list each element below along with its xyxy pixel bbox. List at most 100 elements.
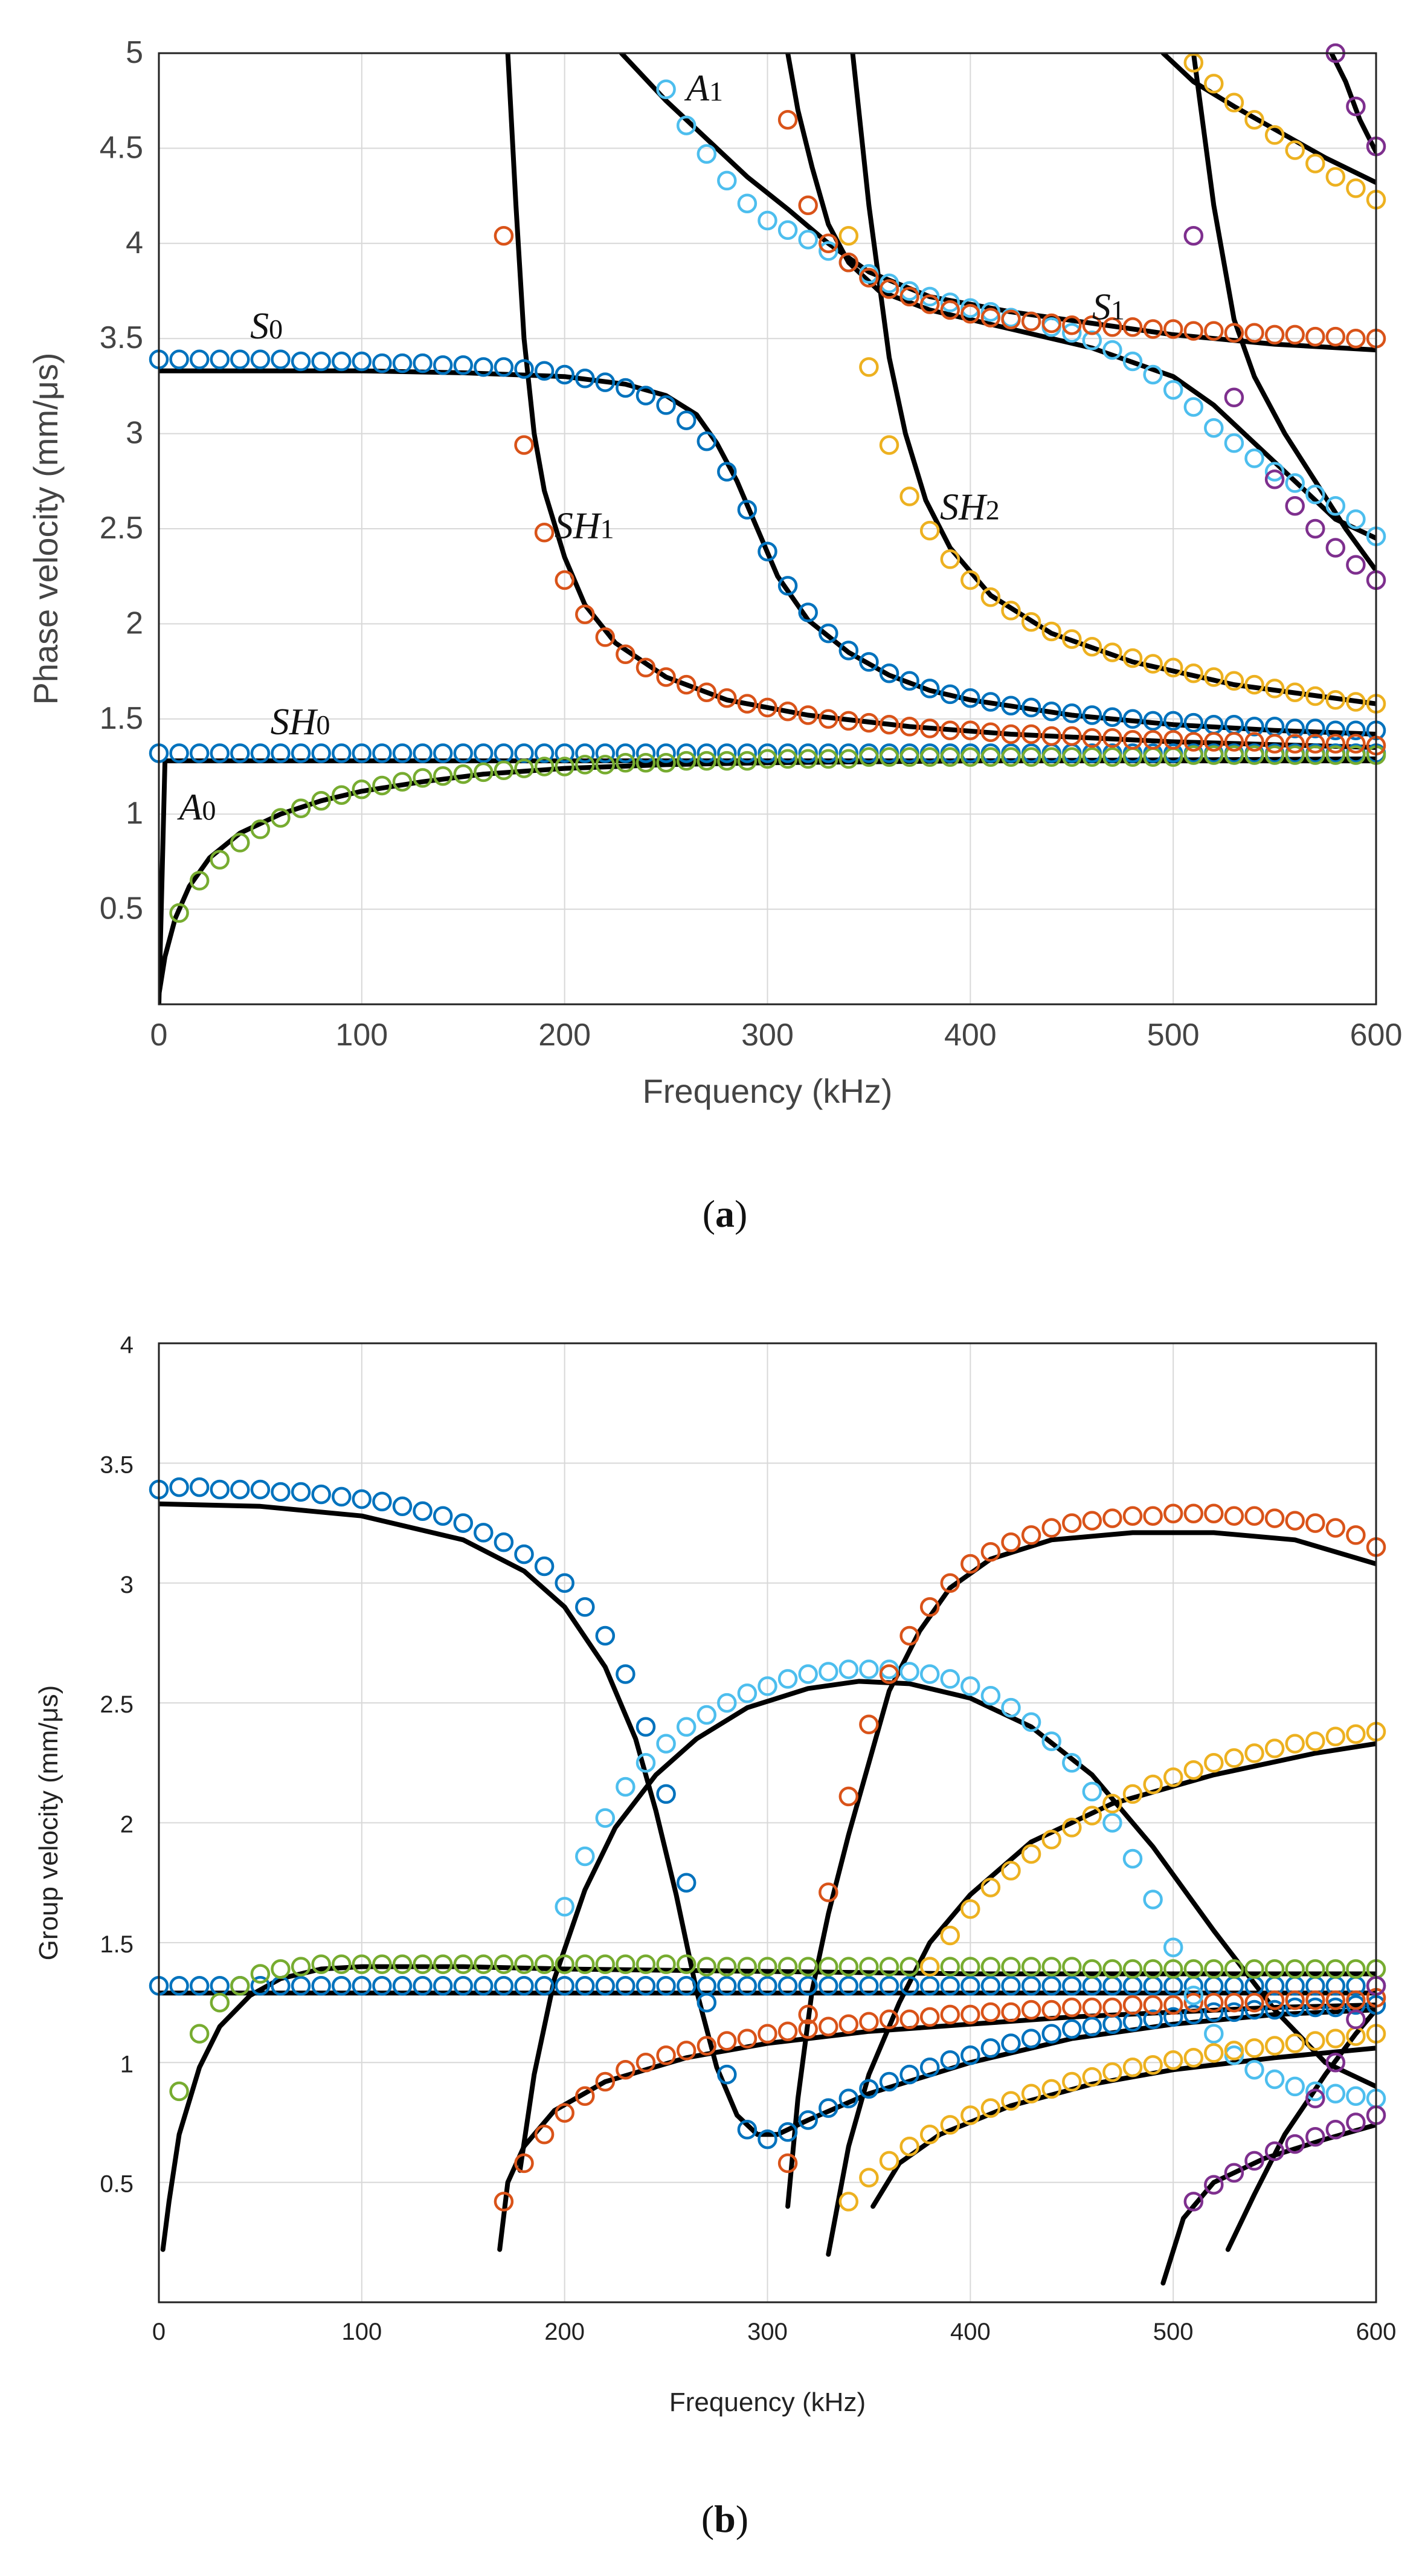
data-point — [1122, 1995, 1143, 2015]
data-point — [1305, 518, 1325, 539]
data-point — [919, 747, 940, 767]
data-point — [1183, 225, 1204, 246]
data-point — [271, 1482, 291, 1502]
data-point — [737, 2120, 758, 2140]
data-point — [494, 760, 514, 781]
mode-label-a1: A1 — [684, 68, 723, 109]
data-point — [737, 751, 758, 771]
data-point — [940, 1669, 960, 1689]
data-point — [838, 641, 859, 660]
data-point — [758, 1957, 777, 1977]
data-point — [879, 1976, 899, 1996]
data-point — [798, 2110, 818, 2130]
data-point — [1264, 125, 1285, 145]
data-point — [1183, 2192, 1204, 2212]
data-point — [777, 220, 798, 240]
data-point — [879, 2009, 899, 2030]
data-point — [737, 500, 758, 520]
data-point — [1062, 747, 1082, 767]
data-point — [859, 357, 879, 377]
data-point — [555, 1897, 574, 1917]
data-point — [1122, 730, 1143, 750]
data-point — [1305, 326, 1325, 347]
data-point — [1183, 1760, 1204, 1780]
data-point — [798, 705, 818, 725]
series-s1-measured — [777, 1503, 1386, 2174]
data-point — [1102, 747, 1122, 767]
data-point — [1143, 1959, 1163, 1979]
data-point — [859, 652, 879, 672]
data-point — [332, 1976, 352, 1996]
y-tick-label: 3 — [120, 1572, 134, 1598]
data-point — [1183, 1959, 1204, 1979]
data-point — [1001, 1532, 1021, 1552]
data-point — [1021, 311, 1041, 332]
data-point — [879, 714, 899, 735]
data-point — [1143, 654, 1163, 674]
data-point — [616, 378, 635, 398]
data-point — [372, 1954, 392, 1974]
data-point — [1325, 2084, 1346, 2104]
data-point — [656, 1784, 676, 1804]
data-point — [1224, 671, 1244, 691]
data-point — [960, 1554, 980, 1574]
data-point — [230, 743, 250, 763]
data-point — [1204, 732, 1224, 752]
panel-b-x-tick-labels: 0 100 200 300 400 500 600 — [152, 2319, 1397, 2345]
data-point — [899, 1625, 919, 1646]
data-point — [595, 1808, 616, 1828]
data-point — [250, 1976, 271, 1996]
data-point — [819, 749, 838, 769]
series-sh0-measured — [149, 743, 1386, 763]
data-point — [514, 1544, 534, 1564]
data-point — [940, 1957, 960, 1977]
data-point — [1285, 682, 1305, 702]
data-point — [879, 273, 899, 294]
data-point — [758, 1676, 777, 1696]
data-point — [1264, 324, 1285, 345]
data-point — [352, 780, 372, 799]
data-point — [1224, 1506, 1244, 1526]
data-point — [534, 523, 555, 543]
data-point — [1244, 2151, 1264, 2171]
data-point — [352, 743, 372, 763]
data-point — [819, 2016, 838, 2036]
data-point — [1143, 1995, 1163, 2015]
data-point — [676, 674, 697, 695]
data-point — [777, 1957, 798, 1977]
data-point — [798, 230, 818, 250]
data-point — [1244, 2038, 1264, 2058]
data-point — [1285, 2134, 1305, 2154]
data-point — [616, 743, 635, 763]
data-point — [777, 1669, 798, 1689]
data-point — [960, 720, 980, 740]
y-tick-label: 2 — [126, 605, 143, 641]
data-point — [940, 1976, 960, 1996]
data-point — [960, 304, 980, 324]
data-point — [717, 1693, 737, 1713]
data-point — [777, 576, 798, 596]
data-point — [1041, 701, 1061, 721]
data-point — [838, 2192, 859, 2212]
data-point — [1122, 1959, 1143, 1979]
data-point — [433, 1954, 453, 1974]
mode-label-s0: S0 — [250, 306, 283, 347]
data-point — [616, 752, 635, 773]
data-point — [1062, 1976, 1082, 1996]
data-point — [1204, 2002, 1224, 2022]
data-point — [1001, 2002, 1021, 2022]
data-point — [1001, 696, 1021, 716]
data-point — [697, 431, 717, 451]
data-point — [1062, 323, 1082, 343]
data-point — [1224, 2163, 1244, 2183]
data-point — [1224, 732, 1244, 752]
data-point — [555, 1976, 574, 1996]
data-point — [1122, 1784, 1143, 1804]
data-point — [838, 253, 859, 273]
data-point — [899, 1662, 919, 1682]
data-point — [1204, 74, 1224, 94]
data-point — [1143, 1506, 1163, 1526]
data-point — [1001, 1976, 1021, 1996]
data-point — [555, 1954, 574, 1974]
data-point — [392, 743, 413, 763]
